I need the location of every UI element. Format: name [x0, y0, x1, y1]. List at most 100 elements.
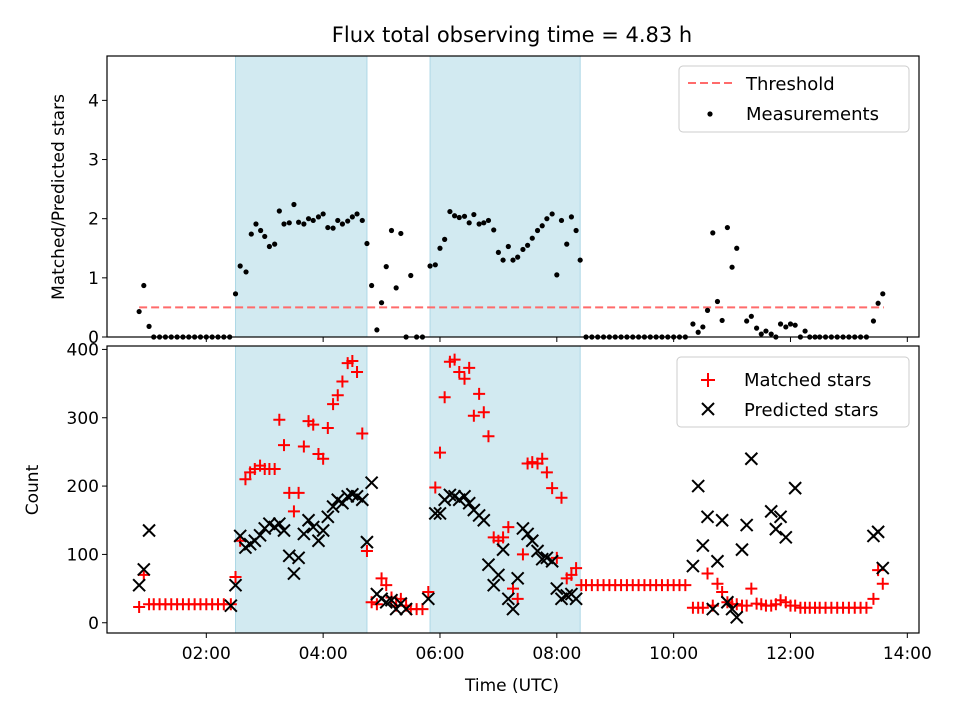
matched-star-point [416, 603, 429, 616]
matched-star-point [380, 579, 393, 592]
predicted-star-point [355, 493, 369, 507]
predicted-star-point [481, 557, 496, 572]
predicted-star-point [457, 489, 472, 504]
predicted-star-point [764, 504, 778, 519]
measurement-point [744, 318, 750, 324]
measurement-point [339, 221, 346, 227]
predicted-star-point [477, 513, 491, 527]
predicted-star-point [291, 551, 306, 565]
predicted-star-point [297, 527, 311, 541]
predicted-star-point [428, 506, 443, 521]
measurement-point [525, 242, 531, 248]
measurement-point [393, 285, 399, 291]
matched-star-point [453, 365, 466, 378]
measurement-point [544, 216, 550, 222]
measurement-point [577, 257, 583, 263]
measurement-point [315, 214, 322, 220]
matched-star-point [511, 592, 524, 605]
measurement-point [754, 325, 760, 331]
predicted-star-point [530, 544, 545, 558]
measurement-point [232, 291, 239, 297]
matched-star-point [516, 548, 529, 561]
matched-star-point [876, 577, 889, 590]
x-axis-label: Time (UTC) [464, 676, 559, 696]
measurement-point [262, 233, 268, 240]
measurement-point [690, 321, 696, 327]
y-tick-label: 0 [88, 328, 99, 348]
matched-star-point [546, 482, 559, 495]
measurement-point [253, 221, 259, 227]
measurement-point [491, 227, 497, 233]
count-panel: 0 100 200 300 400 02:00 04:00 06:00 08:00 10:00 1… [23, 340, 932, 696]
measurement-point [456, 214, 462, 221]
predicted-star-point [506, 602, 520, 616]
predicted-star-point [735, 542, 749, 557]
y-tick-label: 200 [67, 477, 99, 497]
measurement-point [248, 231, 254, 237]
matched-star-point [467, 409, 480, 422]
measurement-point [515, 254, 521, 260]
matched-star-point [278, 439, 291, 452]
x-tick-label: 04:00 [299, 644, 348, 664]
predicted-star-point [272, 516, 287, 531]
matched-star-point [229, 570, 242, 583]
ratio-y-label: Matched/Predicted stars [49, 94, 69, 300]
measurement-point [466, 220, 472, 226]
predicted-star-point [496, 542, 510, 557]
matched-star-point [463, 361, 476, 374]
matched-star-point [477, 406, 490, 419]
matched-star-point [133, 601, 146, 614]
measurement-point [146, 323, 152, 329]
predicted-star-point [233, 529, 247, 543]
x-tick-label: 10:00 [649, 644, 698, 664]
observing-window [429, 55, 581, 338]
count-panel-frame [106, 345, 920, 634]
count-y-label: Count [23, 464, 43, 515]
measurement-point [266, 243, 272, 250]
y-tick-label: 1 [88, 269, 99, 289]
matched-star-point [375, 572, 388, 585]
x-tick-label: 08:00 [532, 644, 581, 664]
y-tick-label: 3 [88, 151, 99, 171]
measurement-point [301, 221, 307, 227]
predicted-star-point [487, 578, 501, 592]
measurement-point [305, 216, 312, 222]
measurement-point [505, 243, 511, 250]
predicted-star-point [720, 595, 735, 609]
matched-star-point [331, 389, 344, 402]
predicted-star-point [462, 496, 476, 510]
measurement-point [359, 217, 365, 224]
predicted-star-point [433, 506, 447, 521]
matched-star-point [137, 568, 150, 581]
measurement-point [714, 298, 721, 305]
matched-star-point [346, 355, 359, 368]
matched-star-point [774, 594, 787, 607]
measurement-point [310, 217, 316, 224]
ratio-panel-frame [106, 55, 920, 338]
matched-star-point [526, 456, 539, 469]
y-tick-label: 400 [67, 340, 99, 360]
measurement-point [330, 225, 336, 231]
predicted-star-point [715, 513, 729, 527]
measurement-point [554, 272, 560, 278]
predicted-star-point [520, 527, 535, 541]
count-plot-area [132, 353, 890, 624]
predicted-star-point [545, 554, 559, 568]
measurement-point [296, 219, 302, 225]
count-x-axis: 02:00 04:00 06:00 08:00 10:00 12:00 14:00 [182, 633, 932, 664]
observing-window [235, 345, 368, 634]
measurement-point [783, 324, 789, 330]
measurement-point [549, 211, 555, 217]
legend-predicted-swatch [701, 402, 715, 416]
count-y-axis: 0 100 200 300 400 [67, 340, 107, 634]
measurement-point [276, 208, 282, 214]
predicted-star-point [691, 479, 705, 493]
measurement-point [529, 235, 535, 241]
legend-measurements-label: Measurements [746, 104, 879, 125]
predicted-star-point [384, 593, 399, 607]
measurement-point [568, 214, 575, 220]
matched-star-point [273, 413, 286, 426]
measurement-point [136, 308, 142, 315]
predicted-star-point [525, 534, 539, 548]
measurement-point [427, 263, 433, 269]
